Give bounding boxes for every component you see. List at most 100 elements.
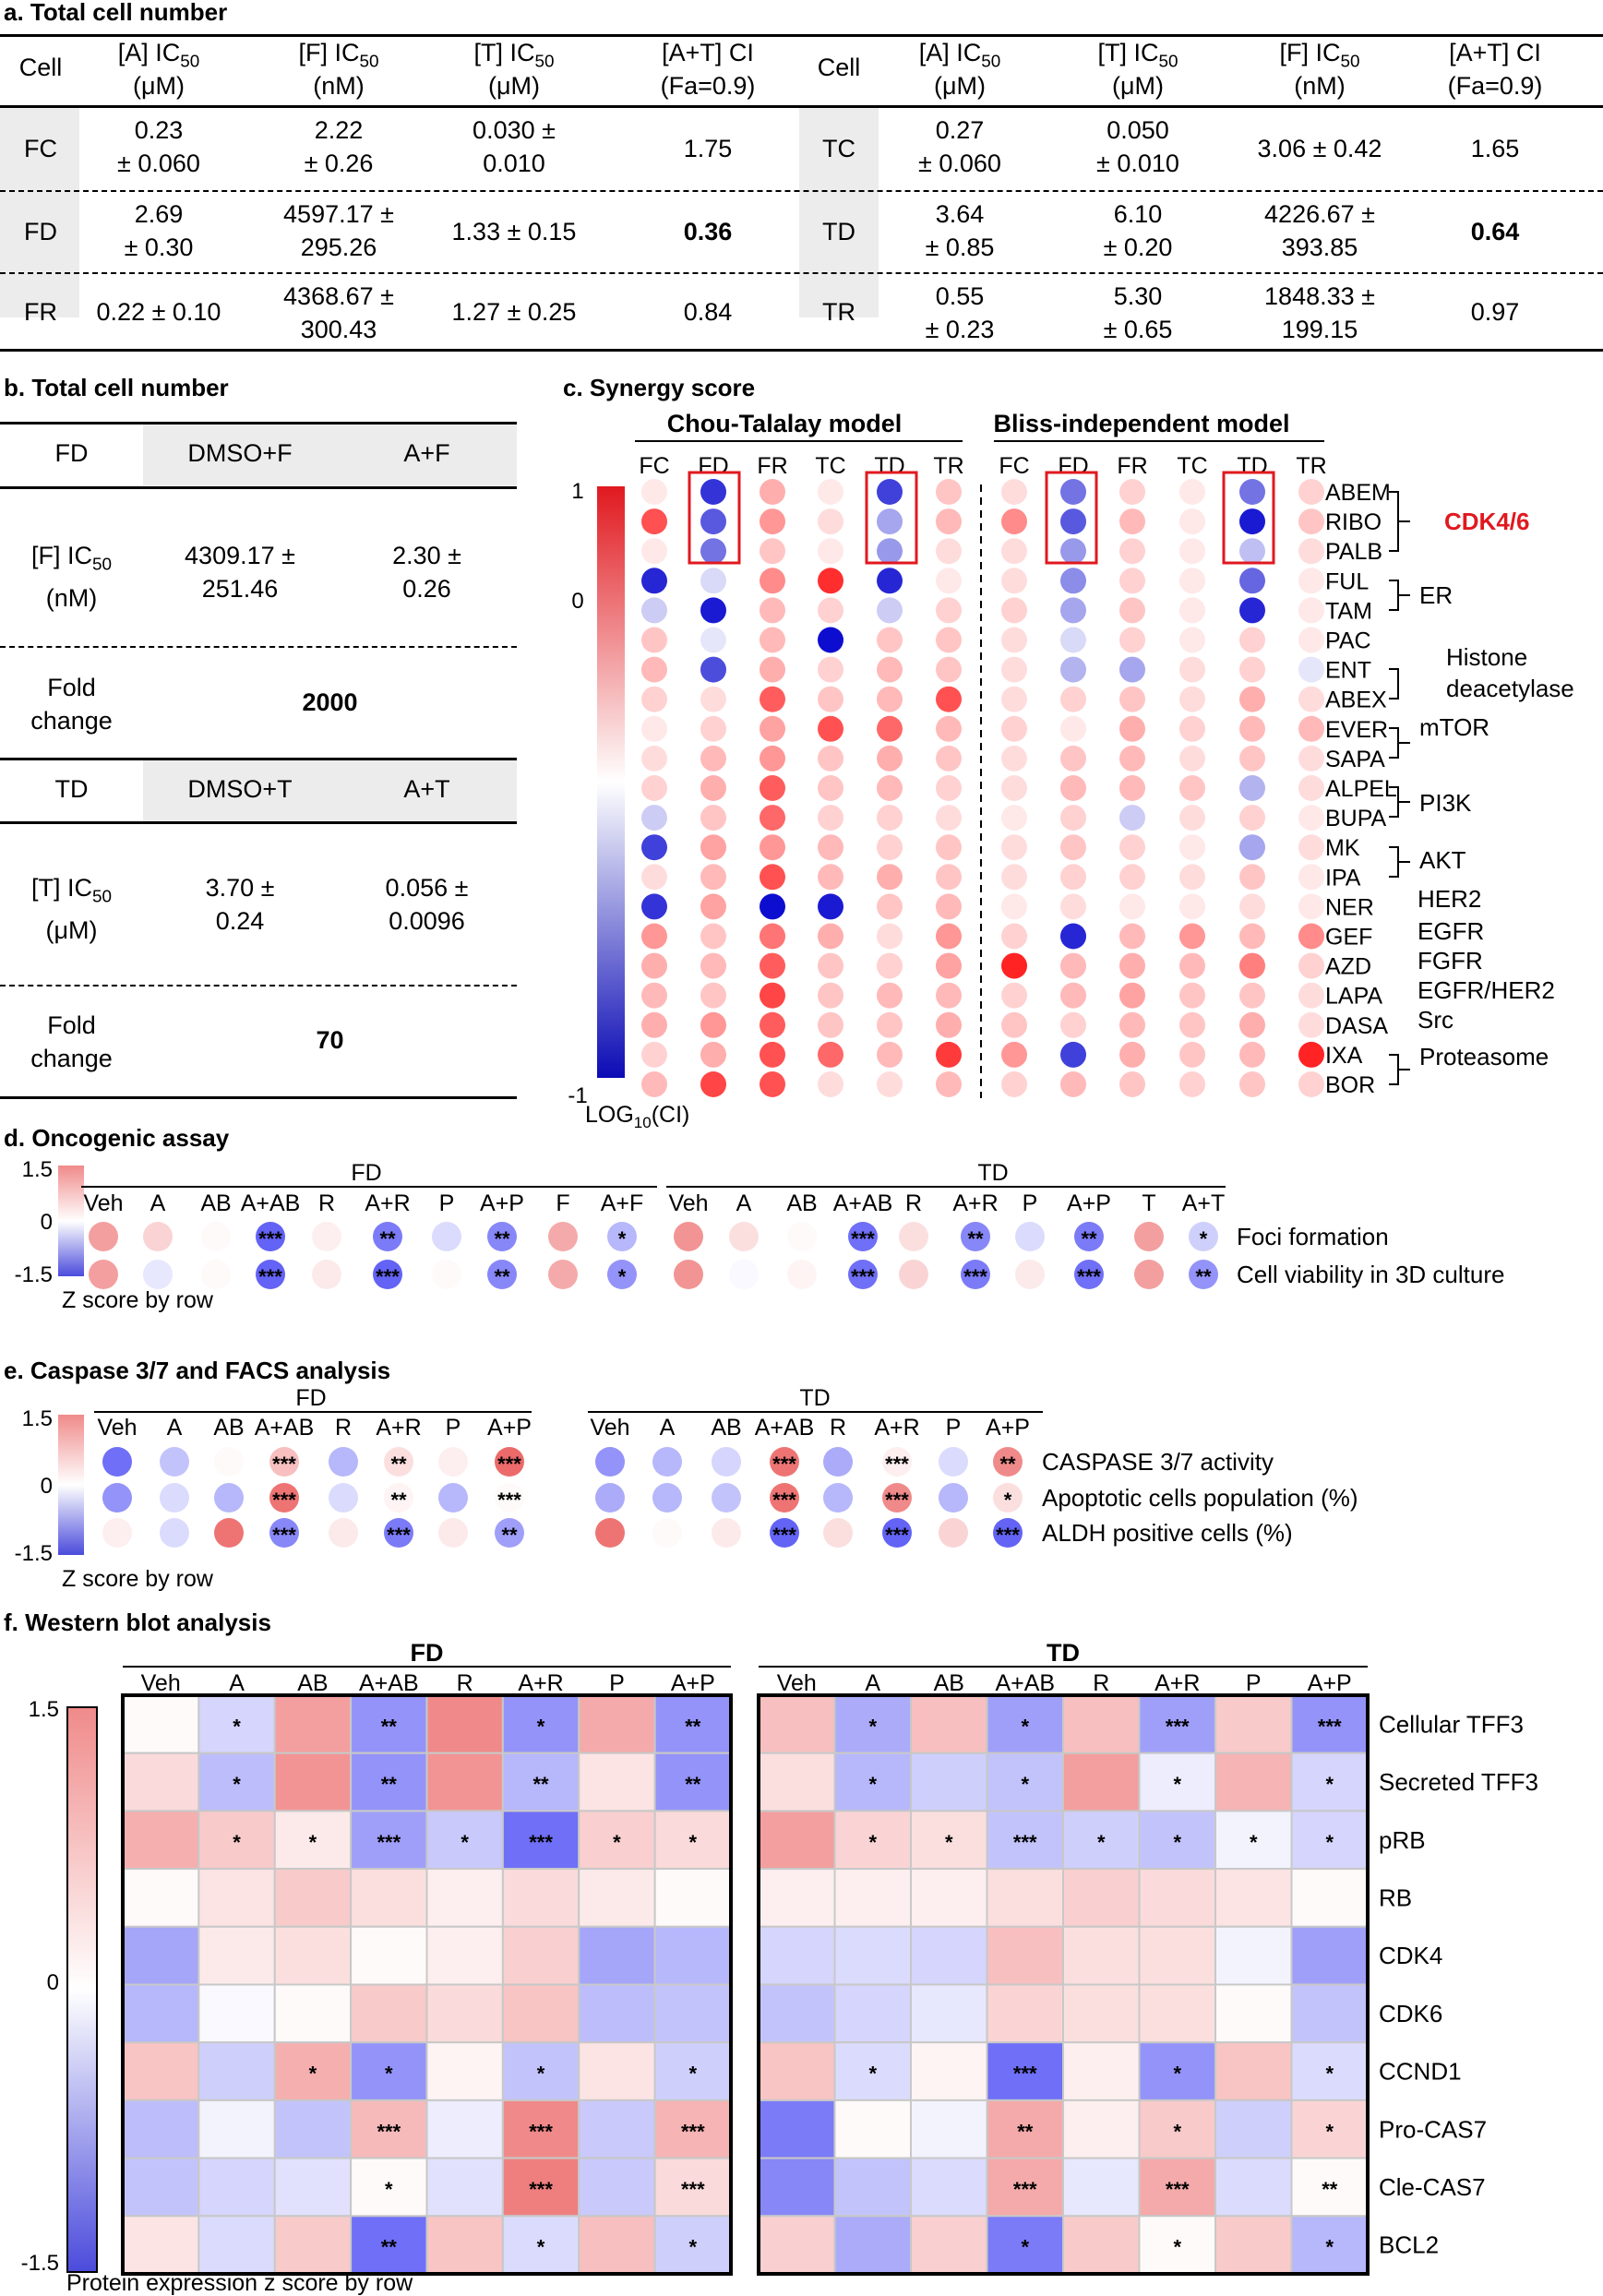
panel-a-header-rule: [0, 105, 1603, 108]
col-header: A+AB: [359, 1670, 419, 1696]
fd-cell: [197, 1983, 276, 2044]
ct-circle: [936, 1041, 962, 1068]
fd-cell: [122, 2099, 200, 2159]
bliss-circle: [1298, 923, 1324, 950]
bliss-circle: [1001, 568, 1027, 594]
td-cell: [1214, 1694, 1293, 1754]
td-circle: [770, 1518, 799, 1548]
fd-cell: [425, 1694, 504, 1754]
ct-circle: [760, 508, 785, 535]
fd-cell: [578, 1868, 656, 1928]
bliss-circle: [1060, 864, 1086, 891]
significance-mark: ***: [497, 1489, 521, 1512]
fd-cell: [197, 2215, 276, 2275]
td-cell: [1138, 2041, 1216, 2101]
panel-a-cell: 0.010: [483, 149, 545, 177]
fd-cell: [350, 1694, 428, 1754]
panel-a-cell: 0.97: [1470, 298, 1520, 326]
bliss-circle: [1060, 775, 1086, 801]
drug-label: TAM: [1325, 598, 1372, 624]
panel-b-rule: [0, 422, 517, 425]
ct-circle: [818, 1011, 843, 1038]
significance-mark: ***: [885, 1453, 909, 1476]
col-header: TD: [1237, 453, 1267, 479]
fd-circle: [201, 1222, 231, 1251]
col-header: A+T: [1182, 1190, 1226, 1216]
bliss-circle: [1001, 656, 1027, 683]
significance-mark: ***: [272, 1489, 296, 1512]
td-cell: [758, 1868, 836, 1928]
fd-cell: [122, 2041, 200, 2101]
ct-circle: [936, 923, 962, 950]
bliss-circle: [1119, 508, 1145, 535]
bliss-circle: [1001, 923, 1027, 950]
bliss-circle: [1298, 715, 1324, 742]
td-cell: [1214, 2041, 1293, 2101]
panel-a-header-cell: [T] IC50: [473, 39, 555, 72]
significance-mark: *: [309, 2063, 317, 2086]
td-circle: [787, 1222, 817, 1251]
group-bracket: [1389, 668, 1399, 700]
bliss-circle: [1179, 1041, 1205, 1068]
fd-circle: [214, 1518, 244, 1548]
col-header: A+F: [601, 1190, 644, 1216]
bliss-circle: [1060, 745, 1086, 771]
td-circle: [939, 1483, 968, 1513]
bliss-circle: [1119, 656, 1145, 683]
ct-circle: [700, 627, 726, 653]
td-cell: [833, 1694, 912, 1754]
group-bracket: [1389, 491, 1410, 552]
fd-cell: [350, 2041, 428, 2101]
fd-cell: [578, 2041, 656, 2101]
panel-a-header-cell: [T] IC50: [1097, 39, 1178, 72]
td-cell: [1062, 1925, 1141, 1986]
group-title: FD: [295, 1385, 326, 1411]
bliss-circle: [1060, 834, 1086, 861]
td-circle: [823, 1518, 853, 1548]
bliss-circle: [1298, 656, 1324, 683]
ct-circle: [760, 1041, 785, 1068]
bliss-circle: [1239, 1071, 1265, 1097]
panel-c-title: c. Synergy score: [563, 374, 756, 401]
significance-mark: *: [945, 1831, 953, 1854]
panel-b-td-row-label-1: [T] IC50: [30, 874, 112, 907]
ct-circle: [641, 1041, 667, 1068]
panel-b-td-fold-label: Fold change: [0, 1009, 143, 1075]
highlight-box: [865, 471, 918, 565]
bliss-circle: [1298, 805, 1324, 831]
ct-circle: [641, 745, 667, 771]
fd-circle: [438, 1518, 468, 1548]
bliss-circle: [1239, 775, 1265, 801]
ct-circle: [936, 686, 962, 712]
col-header: FC: [639, 453, 669, 479]
td-cell: [1214, 1925, 1293, 1986]
fd-circle: [607, 1222, 637, 1251]
ct-circle: [877, 923, 903, 950]
significance-mark: ***: [387, 1524, 411, 1547]
ct-circle: [877, 479, 903, 505]
td-circle: [823, 1447, 853, 1477]
col-header: Veh: [590, 1415, 629, 1441]
td-circle: [1015, 1260, 1045, 1289]
colorbar-label: LOG10(CI): [585, 1102, 689, 1131]
bliss-circle: [1179, 775, 1205, 801]
panel-b-rule: [0, 758, 517, 760]
group-label: FGFR: [1418, 947, 1483, 975]
fd-circle: [89, 1222, 118, 1251]
significance-mark: **: [1195, 1265, 1212, 1288]
bliss-circle: [1060, 952, 1086, 979]
td-circle: [729, 1222, 759, 1251]
ct-circle: [818, 656, 843, 683]
bliss-circle: [1239, 508, 1265, 535]
row-label: Foci formation: [1237, 1223, 1389, 1250]
col-header: A+AB: [241, 1190, 301, 1216]
fd-circle: [160, 1518, 189, 1548]
td-circle: [823, 1483, 853, 1513]
colorbar-min: -1.5: [15, 1541, 53, 1566]
fd-circle: [329, 1518, 358, 1548]
fd-cell: [197, 1752, 276, 1812]
ct-circle: [760, 656, 785, 683]
fd-circle: [607, 1260, 637, 1289]
bliss-circle: [1119, 834, 1145, 861]
significance-mark: ***: [772, 1524, 796, 1547]
